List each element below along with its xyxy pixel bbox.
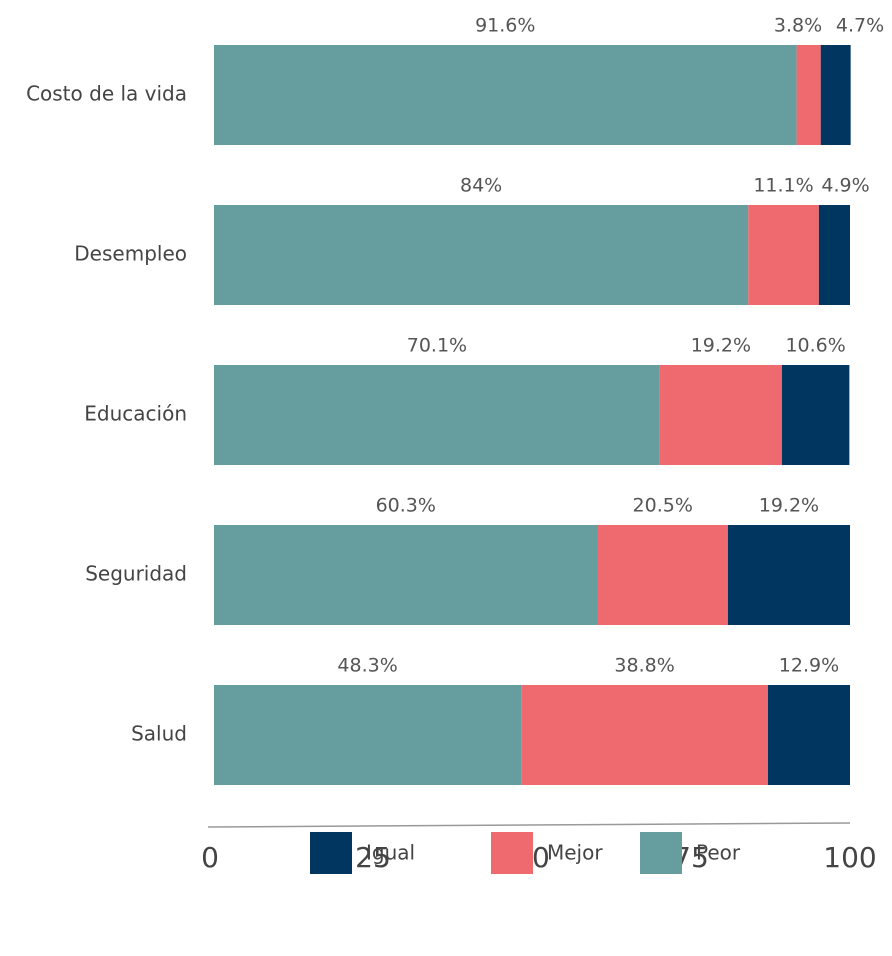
value-label: 38.8% (614, 655, 674, 677)
category-label: Salud (131, 722, 187, 746)
bar-segment (214, 45, 797, 145)
x-tick-label: 100 (823, 841, 876, 874)
bar-segment (521, 685, 768, 785)
x-tick-label: 25 (355, 841, 391, 874)
legend-label: Mejor (547, 841, 603, 865)
category-label: Desempleo (74, 242, 187, 266)
value-label: 10.6% (785, 335, 845, 357)
bar-segment (214, 205, 749, 305)
legend-swatch (310, 832, 352, 874)
value-label: 4.9% (821, 175, 869, 197)
category-label: Seguridad (85, 562, 187, 586)
bar-segment (781, 365, 850, 465)
value-label: 19.2% (691, 335, 751, 357)
bar-segment (214, 365, 660, 465)
value-label: 4.7% (836, 15, 884, 37)
bar-segment (214, 525, 598, 625)
value-label: 91.6% (475, 15, 535, 37)
value-label: 84% (460, 175, 502, 197)
bar-segment (818, 205, 850, 305)
value-label: 12.9% (779, 655, 839, 677)
bar-segment (748, 205, 819, 305)
value-label: 48.3% (337, 655, 397, 677)
legend-label: Igual (366, 841, 415, 865)
value-label: 20.5% (633, 495, 693, 517)
bar-segment (820, 45, 851, 145)
category-label: Costo de la vida (26, 82, 187, 106)
value-label: 19.2% (759, 495, 819, 517)
bar-segment (767, 685, 850, 785)
bar-segment (597, 525, 728, 625)
bar-segment (659, 365, 782, 465)
x-tick-label: 0 (201, 841, 219, 874)
bar-segment (727, 525, 850, 625)
legend-swatch (491, 832, 533, 874)
value-label: 70.1% (407, 335, 467, 357)
x-axis-line (207, 822, 851, 828)
bar-segment (214, 685, 522, 785)
legend-swatch (640, 832, 682, 874)
value-label: 60.3% (376, 495, 436, 517)
legend-label: Peor (696, 841, 741, 865)
value-label: 11.1% (753, 175, 813, 197)
value-label: 3.8% (774, 15, 822, 37)
bar-segment (796, 45, 821, 145)
category-label: Educación (84, 402, 187, 426)
